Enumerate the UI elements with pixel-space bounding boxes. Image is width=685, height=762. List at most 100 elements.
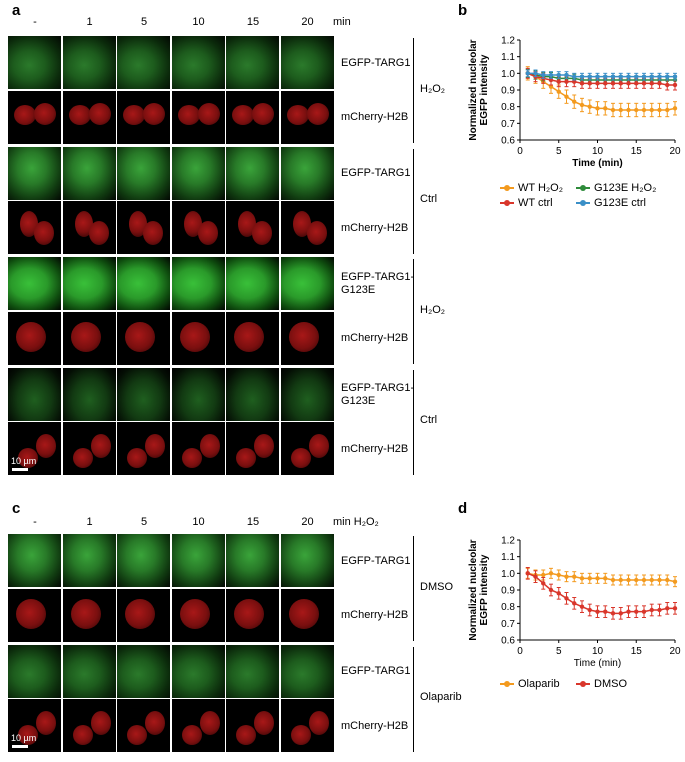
data-point <box>603 106 608 111</box>
c-micrograph-tile <box>171 588 225 642</box>
a-micrograph-tile <box>8 311 61 365</box>
a-micrograph-tile <box>62 90 116 144</box>
a-micrograph-tile <box>171 257 225 310</box>
a-micrograph-tile <box>8 367 61 421</box>
a-row-label: EGFP-TARG1- G123E <box>341 381 415 407</box>
a-condition-label: Ctrl <box>420 193 438 205</box>
data-point <box>556 572 561 578</box>
a-micrograph-tile <box>62 146 116 200</box>
data-point <box>533 574 538 579</box>
a-micrograph-tile <box>62 257 116 310</box>
c-condition-label: DMSO <box>420 580 453 593</box>
data-point <box>634 81 639 86</box>
a-row-label: mCherry-H2B <box>341 332 409 344</box>
data-point <box>603 81 608 86</box>
data-point <box>587 607 592 613</box>
y-tick-label: 0.8 <box>501 602 515 613</box>
data-point <box>626 74 631 79</box>
a-micrograph-tile <box>8 422 61 475</box>
data-point <box>564 596 569 601</box>
data-point <box>595 576 600 581</box>
a-micrograph-tile <box>62 367 116 421</box>
data-point <box>618 74 623 79</box>
data-point <box>587 576 592 581</box>
data-point <box>579 74 585 79</box>
data-point <box>618 81 623 86</box>
x-tick-label: 0 <box>517 146 523 157</box>
data-point <box>626 609 631 614</box>
a-micrograph-tile <box>171 311 225 365</box>
a-condition-bracket <box>413 38 414 143</box>
legend-item: Olaparib <box>500 678 560 690</box>
data-point <box>634 609 639 614</box>
data-point <box>649 107 654 113</box>
x-tick-label: 10 <box>592 146 604 157</box>
c-micrograph-tile <box>171 699 225 752</box>
a-micrograph-tile <box>226 36 279 89</box>
a-micrograph-tile <box>117 36 170 89</box>
a-micrograph-tile <box>117 311 170 365</box>
a-micrograph-tile <box>280 367 334 421</box>
data-point <box>541 572 546 578</box>
a-micrograph-tile <box>62 201 116 254</box>
a-micrograph-tile <box>171 422 225 475</box>
panel-label-b: b <box>458 2 468 19</box>
data-point <box>641 609 647 614</box>
a-micrograph-tile <box>280 36 334 89</box>
y-tick-label: 0.9 <box>501 586 515 597</box>
data-point <box>541 72 546 78</box>
a-row-label: EGFP-TARG1 <box>341 56 411 69</box>
y-tick-label: 1.1 <box>501 52 515 63</box>
a-condition-bracket <box>413 259 414 364</box>
data-point <box>610 74 616 79</box>
a-scale-bar <box>12 468 28 471</box>
data-point <box>579 81 585 86</box>
data-point <box>548 72 554 78</box>
legend-marker <box>576 185 590 191</box>
a-condition-bracket <box>413 369 414 475</box>
data-point <box>626 577 631 583</box>
c-micrograph-tile <box>8 699 61 752</box>
a-micrograph-tile <box>280 90 334 144</box>
c-time-label: 1 <box>86 516 93 528</box>
data-point <box>548 587 554 593</box>
c-row-label: mCherry-H2B <box>341 719 409 732</box>
y-tick-label: 1.2 <box>501 536 515 547</box>
a-micrograph-tile <box>226 201 279 254</box>
data-point <box>672 106 678 111</box>
c-row-label: mCherry-H2B <box>341 609 409 621</box>
y-tick-label: 0.9 <box>501 86 515 97</box>
c-time-label: 5 <box>140 516 148 528</box>
a-micrograph-tile <box>280 422 334 475</box>
a-micrograph-tile <box>280 146 334 200</box>
a-micrograph-tile <box>171 90 225 144</box>
data-point <box>649 74 654 79</box>
data-point <box>641 577 647 583</box>
x-tick-label: 20 <box>669 646 681 657</box>
data-point <box>564 574 569 579</box>
a-micrograph-tile <box>171 36 225 89</box>
data-point <box>572 99 577 104</box>
data-point <box>634 74 639 79</box>
a-time-label: 10 <box>192 16 205 28</box>
legend-item: WT ctrl <box>500 197 553 209</box>
c-micrograph-tile <box>62 534 116 587</box>
data-point <box>634 107 639 113</box>
a-micrograph-tile <box>226 90 279 144</box>
c-row-label: EGFP-TARG1 <box>341 665 411 677</box>
a-micrograph-tile <box>280 257 334 310</box>
data-point <box>641 81 647 86</box>
c-condition-label: Olaparib <box>420 691 462 703</box>
y-tick-label: 1.2 <box>501 36 515 47</box>
c-micrograph-tile <box>280 534 334 587</box>
legend-label: WT H₂O₂ <box>518 182 563 194</box>
data-point <box>641 107 647 113</box>
data-point <box>603 74 608 79</box>
c-micrograph-tile <box>226 588 279 642</box>
a-micrograph-tile <box>280 311 334 365</box>
data-point <box>649 607 654 613</box>
a-row-label: mCherry-H2B <box>341 111 409 123</box>
data-point <box>556 591 561 596</box>
a-time-label: 20 <box>301 16 314 28</box>
data-point <box>610 611 616 616</box>
